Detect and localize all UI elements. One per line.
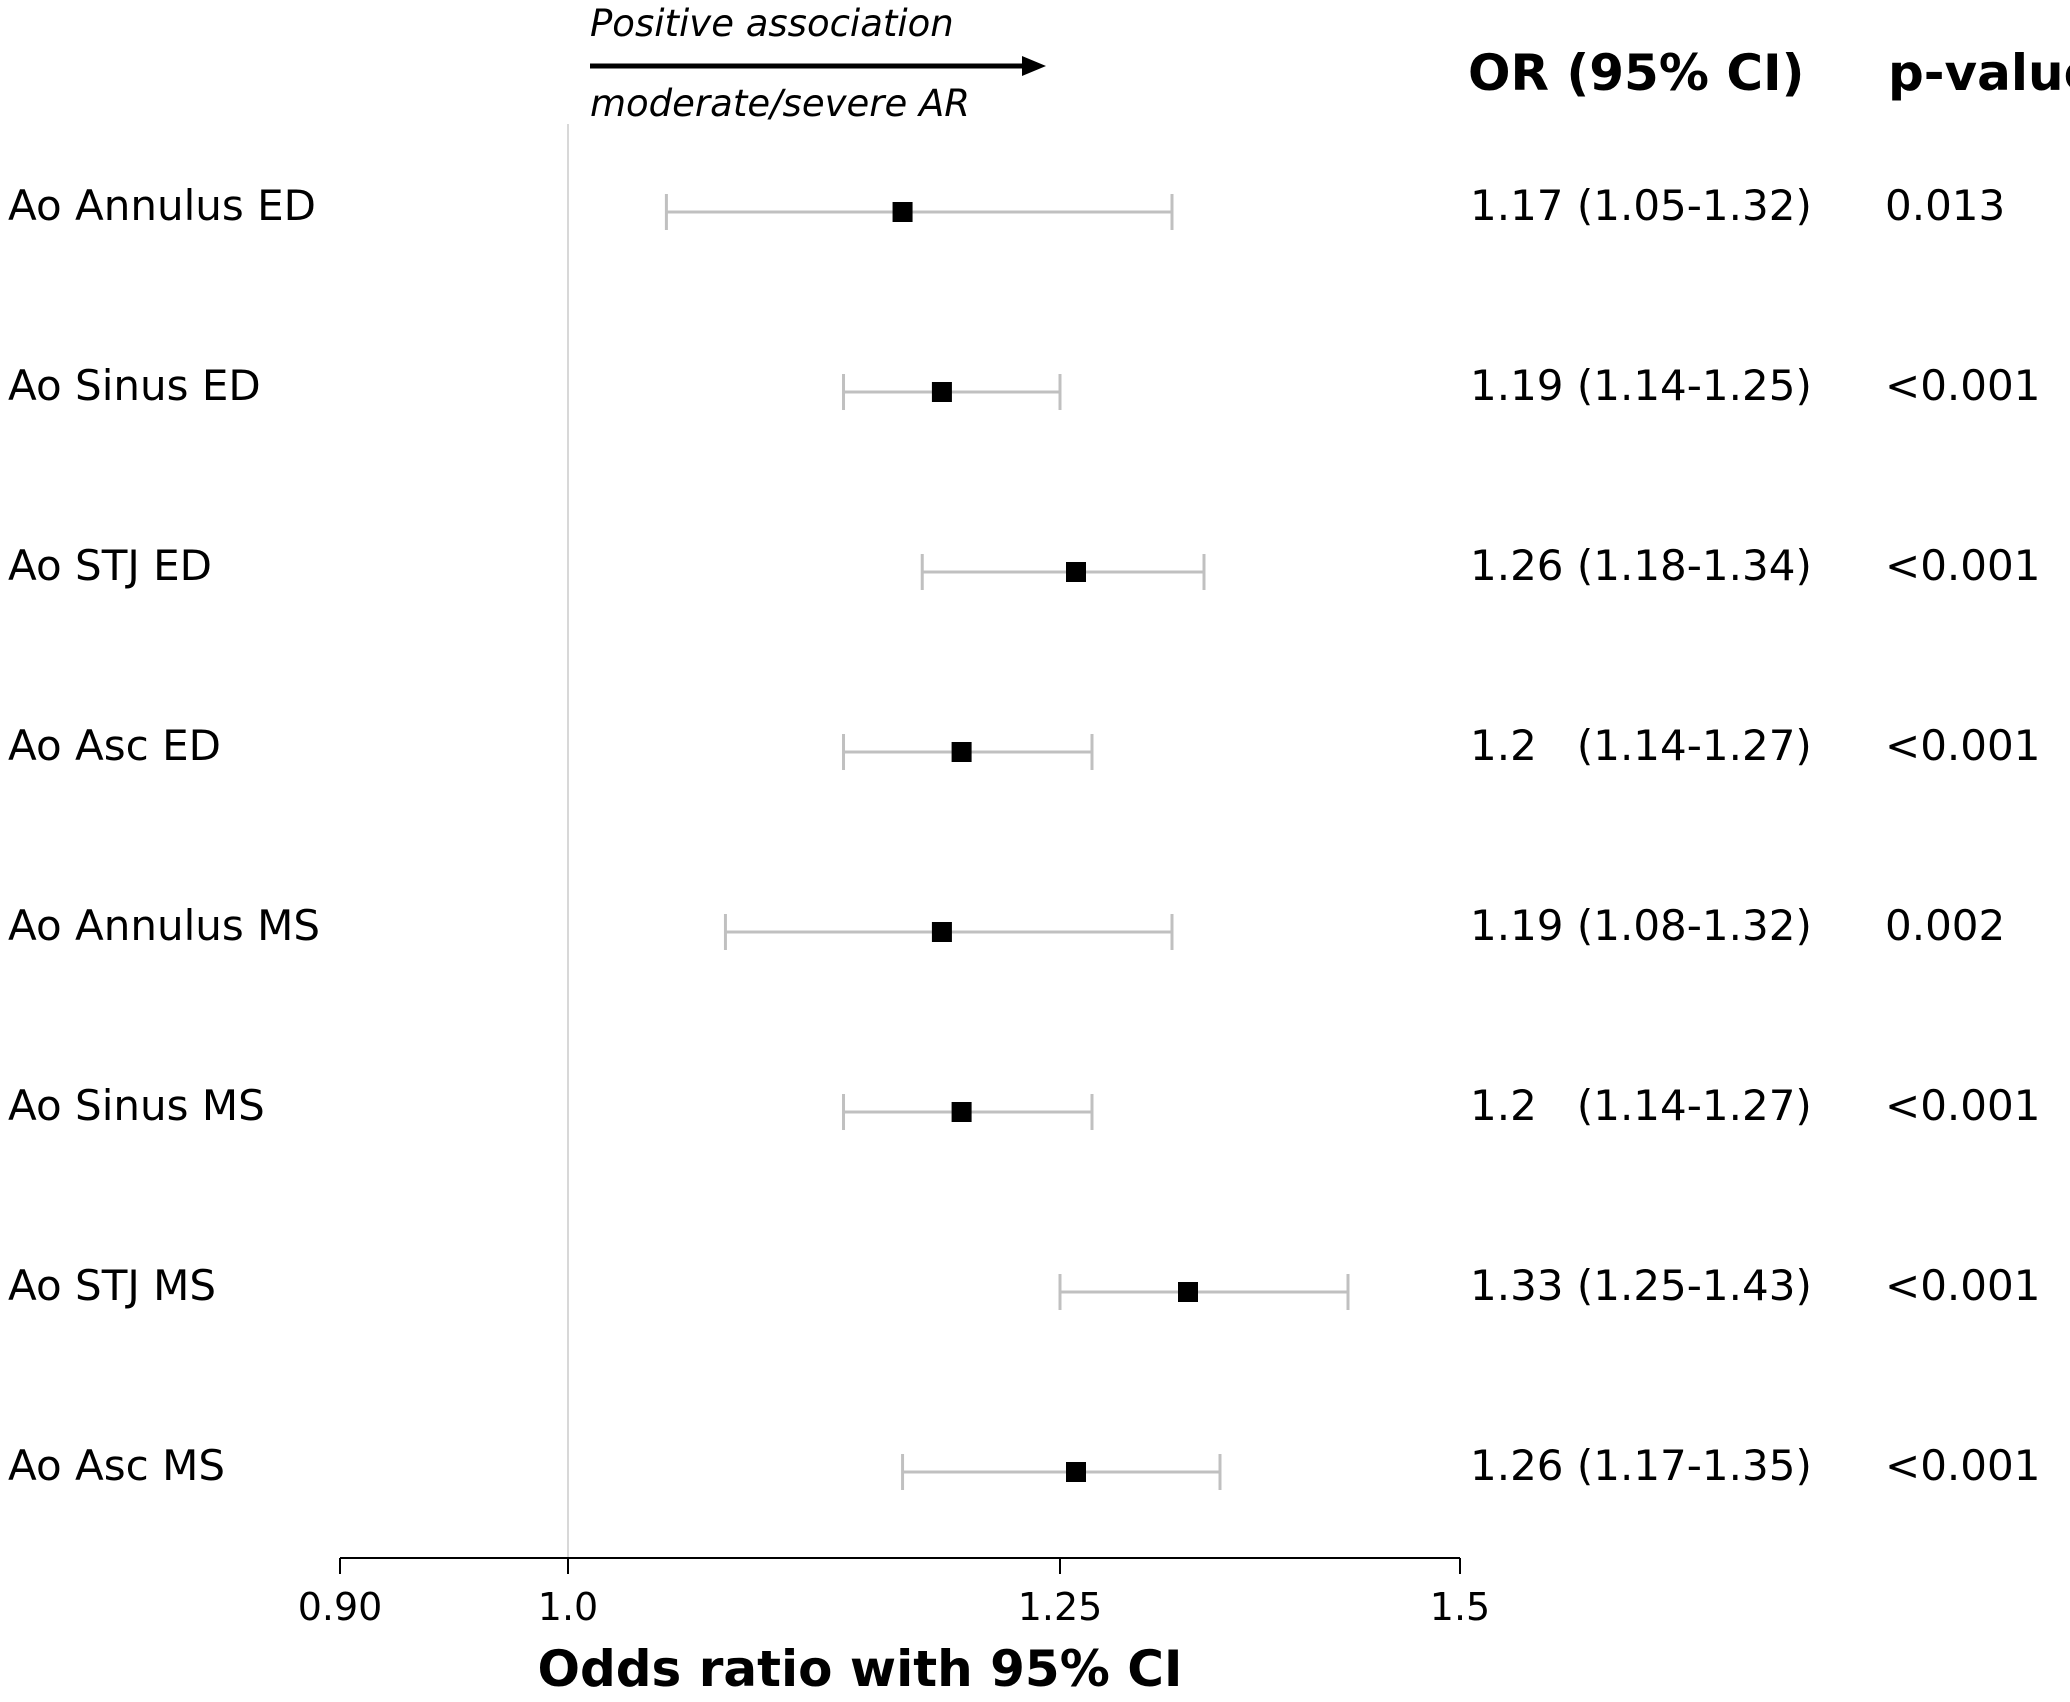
or-point-marker [1178, 1282, 1198, 1302]
p-value: <0.001 [1885, 361, 2041, 410]
or-ci-value: 1.2 (1.14-1.27) [1470, 1081, 1812, 1130]
x-tick-label: 1.5 [1429, 1585, 1491, 1629]
or-point-marker [931, 382, 952, 402]
x-tick-label: 1.0 [537, 1585, 599, 1629]
annotation-top: Positive association [590, 2, 954, 45]
or-ci-value: 1.17 (1.05-1.32) [1470, 181, 1812, 230]
p-value: <0.001 [1885, 1441, 2041, 1490]
or-point-marker [931, 922, 952, 942]
or-ci-value: 1.19 (1.08-1.32) [1470, 901, 1812, 950]
x-tick-label: 0.90 [297, 1585, 383, 1629]
arrow-head-icon [1022, 56, 1046, 76]
p-value: 0.013 [1885, 181, 2006, 230]
row-label: Ao Sinus MS [8, 1081, 265, 1130]
or-ci-value: 1.19 (1.14-1.25) [1470, 361, 1812, 410]
or-point-marker [892, 202, 913, 222]
p-value: <0.001 [1885, 1261, 2041, 1310]
p-value: <0.001 [1885, 1081, 2041, 1130]
row-label: Ao STJ MS [8, 1261, 216, 1310]
p-value: <0.001 [1885, 721, 2041, 770]
row-label: Ao Asc MS [8, 1441, 225, 1490]
p-value-column-header: p-value [1888, 44, 2070, 102]
or-ci-value: 1.33 (1.25-1.43) [1470, 1261, 1812, 1310]
row-label: Ao Sinus ED [8, 361, 261, 410]
x-tick-label: 1.25 [1017, 1585, 1103, 1629]
or-ci-value: 1.26 (1.18-1.34) [1470, 541, 1812, 590]
row-label: Ao Annulus ED [8, 181, 317, 230]
or-point-marker [951, 742, 972, 762]
x-axis-title: Odds ratio with 95% CI [537, 1640, 1183, 1698]
or-ci-value: 1.26 (1.17-1.35) [1470, 1441, 1812, 1490]
or-point-marker [1066, 562, 1086, 582]
or-point-marker [1066, 1462, 1086, 1482]
p-value: <0.001 [1885, 541, 2041, 590]
row-label: Ao STJ ED [8, 541, 212, 590]
row-label: Ao Asc ED [8, 721, 221, 770]
row-label: Ao Annulus MS [8, 901, 321, 950]
or-ci-value: 1.2 (1.14-1.27) [1470, 721, 1812, 770]
annotation-bottom: moderate/severe AR [590, 82, 971, 125]
or-point-marker [951, 1102, 972, 1122]
or-column-header: OR (95% CI) [1468, 44, 1805, 102]
p-value: 0.002 [1885, 901, 2006, 950]
